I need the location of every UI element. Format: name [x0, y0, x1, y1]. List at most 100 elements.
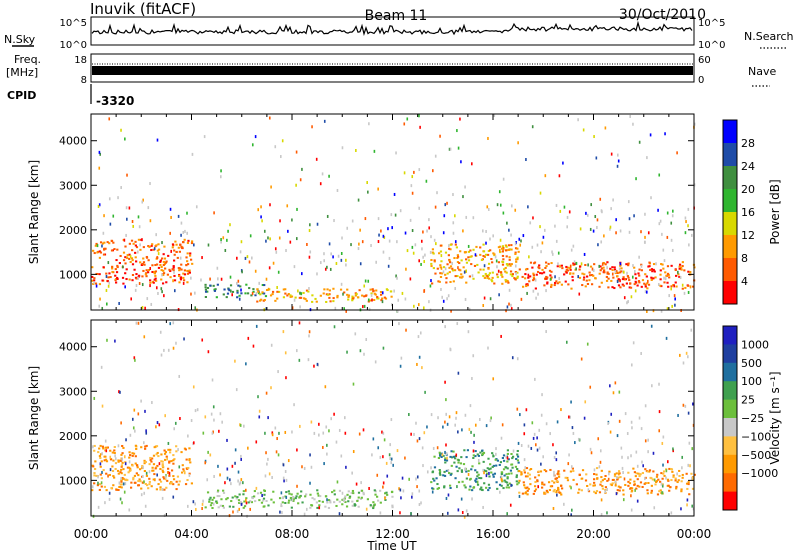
echo-cell — [459, 269, 462, 272]
echo-cell — [500, 271, 503, 274]
echo-cell — [145, 444, 148, 447]
echo-cell — [504, 270, 507, 273]
echo-cell — [236, 296, 239, 299]
echo-cell — [399, 511, 401, 515]
echo-cell — [593, 263, 596, 266]
echo-cell — [351, 489, 355, 492]
echo-cell — [430, 413, 433, 417]
echo-cell — [671, 248, 674, 252]
echo-cell — [627, 480, 630, 483]
echo-cell — [437, 487, 441, 490]
echo-cell — [383, 296, 386, 299]
echo-cell — [175, 450, 178, 453]
echo-cell — [674, 281, 677, 284]
echo-cell — [472, 354, 475, 358]
echo-cell — [345, 258, 347, 262]
echo-cell — [371, 298, 373, 302]
echo-cell — [132, 426, 135, 430]
echo-cell — [141, 465, 144, 468]
echo-cell — [448, 472, 451, 475]
echo-cell — [129, 260, 132, 263]
echo-cell — [169, 322, 172, 326]
echo-cell — [235, 388, 238, 392]
echo-cell — [436, 267, 439, 270]
echo-cell — [450, 309, 452, 313]
echo-cell — [435, 242, 437, 246]
echo-cell — [158, 478, 161, 481]
echo-cell — [555, 239, 558, 243]
echo-cell — [403, 171, 406, 175]
echo-cell — [448, 259, 451, 262]
echo-cell — [250, 501, 254, 504]
echo-cell — [460, 469, 463, 472]
echo-cell — [458, 467, 461, 470]
echo-cell — [285, 491, 288, 494]
echo-cell — [285, 478, 288, 482]
echo-cell — [172, 454, 175, 457]
echo-cell — [585, 279, 588, 282]
echo-cell — [201, 256, 203, 260]
echo-cell — [650, 484, 653, 487]
echo-cell — [434, 272, 437, 275]
echo-cell — [140, 446, 143, 449]
echo-cell — [110, 487, 113, 490]
echo-cell — [541, 481, 544, 484]
echo-cell — [603, 234, 605, 238]
echo-cell — [148, 463, 151, 466]
echo-cell — [424, 390, 426, 394]
echo-cell — [147, 206, 150, 210]
echo-cell — [103, 485, 107, 488]
echo-cell — [186, 272, 190, 275]
echo-cell — [633, 266, 636, 269]
echo-cell — [506, 456, 509, 460]
echo-cell — [504, 466, 507, 469]
echo-cell — [517, 250, 520, 253]
echo-cell — [600, 240, 603, 244]
echo-cell — [693, 122, 696, 126]
echo-cell — [633, 283, 636, 286]
echo-cell — [130, 257, 134, 260]
echo-cell — [481, 454, 484, 457]
echo-cell — [507, 486, 511, 489]
echo-cell — [326, 501, 329, 504]
echo-cell — [232, 505, 235, 508]
echo-cell — [204, 506, 207, 509]
echo-cell — [634, 488, 636, 492]
echo-cell — [654, 483, 657, 486]
echo-cell — [268, 472, 271, 476]
echo-cell — [408, 413, 410, 417]
echo-cell — [556, 282, 559, 285]
echo-cell — [96, 251, 99, 254]
echo-cell — [145, 474, 149, 477]
echo-cell — [659, 284, 662, 287]
echo-cell — [255, 440, 258, 444]
echo-cell — [634, 270, 636, 274]
echo-cell — [172, 346, 175, 350]
echo-cell — [279, 155, 282, 159]
echo-cell — [93, 396, 96, 400]
echo-cell — [687, 355, 689, 359]
echo-cell — [532, 216, 534, 220]
echo-cell — [341, 146, 344, 150]
echo-cell — [452, 193, 454, 197]
echo-cell — [115, 457, 117, 461]
echo-cell — [470, 263, 473, 266]
echo-cell — [604, 488, 607, 491]
echo-cell — [502, 246, 505, 249]
echo-cell — [390, 461, 393, 465]
echo-cell — [386, 493, 389, 496]
echo-cell — [148, 470, 151, 474]
echo-cell — [469, 485, 472, 488]
echo-cell — [149, 456, 152, 459]
echo-cell — [496, 276, 499, 279]
echo-cell — [471, 497, 473, 501]
echo-cell — [463, 484, 466, 487]
echo-cell — [137, 275, 140, 278]
echo-cell — [483, 296, 486, 300]
echo-cell — [650, 276, 653, 279]
echo-cell — [688, 243, 690, 247]
echo-cell — [326, 288, 329, 291]
echo-cell — [442, 270, 445, 274]
echo-cell — [528, 477, 532, 480]
